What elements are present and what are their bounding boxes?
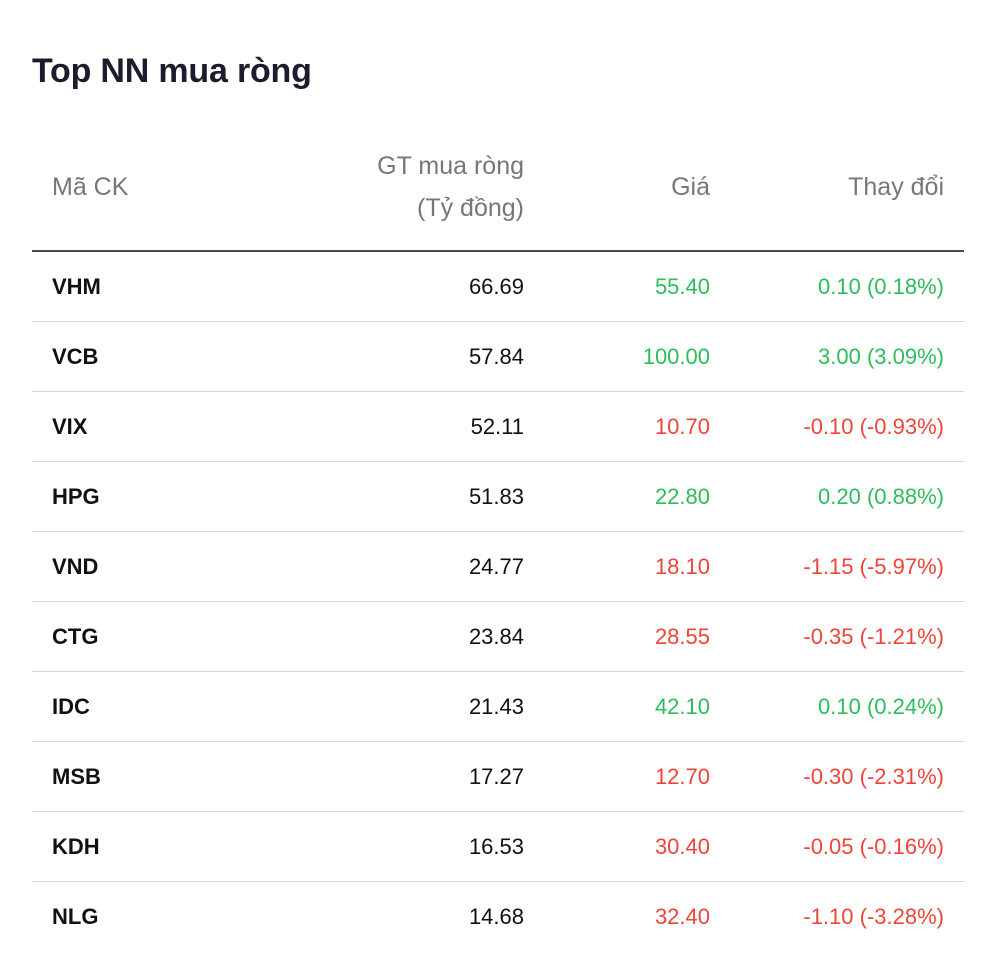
net-buy-value: 21.43	[468, 694, 524, 719]
price-change: 0.10 (0.24%)	[818, 694, 944, 719]
price: 18.10	[654, 554, 710, 579]
price-change: -0.35 (-1.21%)	[803, 624, 944, 649]
table-row[interactable]: VHM 66.69 55.40 0.10 (0.18%)	[32, 252, 964, 322]
stock-code[interactable]: KDH	[52, 834, 100, 859]
net-buy-value: 57.84	[468, 344, 524, 369]
column-header-net-buy-value: GT mua ròng (Tỷ đồng)	[264, 145, 524, 229]
table-row[interactable]: VCB 57.84 100.00 3.00 (3.09%)	[32, 322, 964, 392]
column-header-code: Mã CK	[52, 173, 129, 201]
price: 28.55	[654, 624, 710, 649]
price-change: -0.05 (-0.16%)	[803, 834, 944, 859]
price-change: -1.15 (-5.97%)	[803, 554, 944, 579]
widget-title: Top NN mua ròng	[32, 52, 312, 90]
price-change: 0.10 (0.18%)	[818, 274, 944, 299]
price: 32.40	[654, 904, 710, 929]
price: 30.40	[654, 834, 710, 859]
column-header-net-buy-value-line2: (Tỷ đồng)	[417, 194, 524, 222]
net-buy-table: Mã CK GT mua ròng (Tỷ đồng) Giá Thay đổi…	[32, 140, 964, 951]
stock-code[interactable]: CTG	[52, 624, 99, 649]
price-change: -0.30 (-2.31%)	[803, 764, 944, 789]
net-buy-value: 52.11	[470, 414, 524, 439]
price-change: -1.10 (-3.28%)	[803, 904, 944, 929]
column-header-change: Thay đổi	[848, 173, 944, 201]
net-buy-value: 23.84	[468, 624, 524, 649]
price-change: 0.20 (0.88%)	[818, 484, 944, 509]
stock-code[interactable]: HPG	[52, 484, 100, 509]
net-buy-value: 17.27	[468, 764, 524, 789]
table-row[interactable]: VIX 52.11 10.70 -0.10 (-0.93%)	[32, 392, 964, 462]
table-row[interactable]: IDC 21.43 42.10 0.10 (0.24%)	[32, 672, 964, 742]
table-row[interactable]: VND 24.77 18.10 -1.15 (-5.97%)	[32, 532, 964, 602]
table-row[interactable]: MSB 17.27 12.70 -0.30 (-2.31%)	[32, 742, 964, 812]
price: 22.80	[654, 484, 710, 509]
net-buy-value: 16.53	[468, 834, 524, 859]
net-buy-value: 14.68	[468, 904, 524, 929]
price-change: 3.00 (3.09%)	[818, 344, 944, 369]
stock-code[interactable]: IDC	[52, 694, 90, 719]
stock-code[interactable]: MSB	[52, 764, 101, 789]
net-buy-value: 24.77	[468, 554, 524, 579]
table-row[interactable]: KDH 16.53 30.40 -0.05 (-0.16%)	[32, 812, 964, 882]
net-buy-value: 66.69	[468, 274, 524, 299]
price: 55.40	[654, 274, 710, 299]
price: 10.70	[654, 414, 710, 439]
table-row[interactable]: NLG 14.68 32.40 -1.10 (-3.28%)	[32, 882, 964, 951]
table-row[interactable]: HPG 51.83 22.80 0.20 (0.88%)	[32, 462, 964, 532]
table-body: VHM 66.69 55.40 0.10 (0.18%) VCB 57.84 1…	[32, 252, 964, 951]
stock-code[interactable]: NLG	[52, 904, 99, 929]
net-buy-value: 51.83	[468, 484, 524, 509]
column-header-price: Giá	[671, 173, 710, 201]
price: 100.00	[642, 344, 710, 369]
price: 42.10	[654, 694, 710, 719]
stock-code[interactable]: VCB	[52, 344, 99, 369]
stock-code[interactable]: VIX	[52, 414, 88, 439]
price: 12.70	[654, 764, 710, 789]
price-change: -0.10 (-0.93%)	[803, 414, 944, 439]
table-row[interactable]: CTG 23.84 28.55 -0.35 (-1.21%)	[32, 602, 964, 672]
table-header: Mã CK GT mua ròng (Tỷ đồng) Giá Thay đổi	[32, 140, 964, 252]
column-header-net-buy-value-line1: GT mua ròng	[377, 152, 524, 180]
stock-code[interactable]: VHM	[52, 274, 101, 299]
stock-code[interactable]: VND	[52, 554, 99, 579]
